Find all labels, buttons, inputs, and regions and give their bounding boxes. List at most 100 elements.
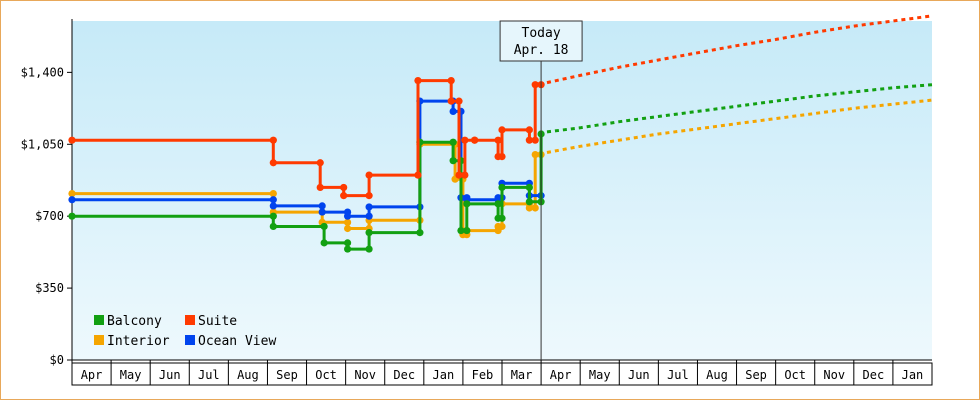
x-tick-label: Feb bbox=[472, 368, 494, 382]
x-tick-label: Jan bbox=[433, 368, 455, 382]
data-point-suite bbox=[531, 81, 539, 89]
data-point-balcony bbox=[498, 183, 506, 192]
data-point-suite bbox=[365, 192, 373, 200]
data-point-suite bbox=[365, 171, 373, 179]
data-point-ocean-view bbox=[269, 202, 277, 210]
today-date: Apr. 18 bbox=[514, 43, 569, 58]
axes: $0 $350 $700 $1,050 $1,400 bbox=[21, 19, 73, 367]
data-point-suite bbox=[471, 136, 479, 144]
data-point-interior bbox=[531, 204, 539, 212]
x-tick-label: Jul bbox=[198, 368, 220, 382]
data-point-suite bbox=[455, 97, 463, 105]
data-point-balcony bbox=[365, 229, 373, 237]
x-tick-label: May bbox=[589, 368, 611, 382]
data-point-balcony bbox=[269, 212, 277, 220]
data-point-ocean-view bbox=[318, 202, 326, 210]
data-point-suite bbox=[461, 136, 469, 144]
data-point-suite bbox=[269, 159, 277, 167]
data-point-suite bbox=[340, 183, 348, 192]
x-tick-label: Jan bbox=[902, 368, 924, 382]
data-point-balcony bbox=[498, 214, 506, 222]
y-tick-label: $350 bbox=[35, 281, 64, 295]
x-tick-label: Aug bbox=[706, 368, 728, 382]
x-tick-label: May bbox=[120, 368, 142, 382]
data-point-suite bbox=[414, 171, 422, 179]
x-tick-label: Sep bbox=[276, 368, 298, 382]
x-tick-label: Jun bbox=[628, 368, 650, 382]
data-point-suite bbox=[447, 76, 455, 85]
data-point-balcony bbox=[463, 226, 471, 235]
x-tick-label: Apr bbox=[81, 368, 103, 382]
data-point-ocean-view bbox=[68, 196, 76, 204]
today-box bbox=[499, 20, 583, 62]
x-axis: Apr May Jun Jul Aug Sep Oct Nov Dec Jan Feb Mar Apr M… bbox=[71, 359, 933, 386]
data-point-suite bbox=[455, 171, 463, 179]
data-point-interior bbox=[343, 218, 352, 226]
data-point-interior bbox=[269, 189, 277, 198]
data-point-interior bbox=[525, 204, 533, 212]
y-tick-label: $700 bbox=[35, 209, 64, 223]
data-point-balcony bbox=[68, 212, 76, 220]
data-point-balcony bbox=[365, 245, 373, 253]
x-tick-label: Oct bbox=[315, 368, 337, 382]
data-point-balcony bbox=[320, 222, 328, 231]
legend-label-interior: Interior bbox=[107, 334, 170, 349]
legend: Balcony Suite Interior Ocean View bbox=[94, 314, 276, 349]
y-tick-label: $1,400 bbox=[21, 65, 64, 79]
data-point-ocean-view bbox=[365, 203, 373, 211]
data-point-balcony bbox=[525, 198, 533, 206]
x-tick-label: Jul bbox=[667, 368, 689, 382]
data-point-balcony bbox=[457, 226, 465, 235]
x-tick-label: Dec bbox=[863, 368, 885, 382]
legend-label-balcony: Balcony bbox=[107, 314, 162, 329]
data-point-suite bbox=[447, 97, 455, 105]
data-point-suite bbox=[461, 171, 469, 179]
today-marker: Today Apr. 18 bbox=[499, 20, 583, 360]
data-point-interior bbox=[498, 222, 506, 231]
series-group bbox=[68, 14, 933, 253]
data-point-suite bbox=[525, 126, 533, 134]
data-point-suite bbox=[340, 192, 348, 200]
data-point-ocean-view bbox=[269, 196, 277, 204]
data-point-ocean-view bbox=[343, 212, 352, 220]
data-point-interior bbox=[68, 189, 76, 198]
x-tick-label: Mar bbox=[511, 368, 533, 382]
data-point-suite bbox=[498, 153, 506, 161]
data-point-balcony bbox=[449, 157, 457, 165]
data-point-suite bbox=[494, 136, 502, 144]
x-tick-label: Apr bbox=[550, 368, 572, 382]
data-point-suite bbox=[498, 126, 506, 134]
data-point-suite bbox=[68, 136, 76, 144]
x-tick-label: Jun bbox=[159, 368, 181, 382]
data-point-ocean-view bbox=[365, 212, 373, 220]
x-tick-label: Dec bbox=[393, 368, 415, 382]
legend-swatch-balcony bbox=[94, 315, 104, 325]
data-point-balcony bbox=[525, 183, 533, 192]
data-point-balcony bbox=[320, 239, 328, 247]
legend-label-ocean-view: Ocean View bbox=[198, 334, 276, 349]
data-point-interior bbox=[343, 224, 352, 233]
data-point-interior bbox=[531, 150, 539, 159]
legend-swatch-suite bbox=[185, 315, 195, 325]
series-line-interior bbox=[72, 142, 542, 237]
data-point-balcony bbox=[343, 239, 352, 247]
x-tick-label: Aug bbox=[237, 368, 259, 382]
data-point-ocean-view bbox=[449, 107, 457, 115]
data-point-balcony bbox=[463, 200, 471, 208]
data-point-ocean-view bbox=[318, 208, 326, 216]
data-point-suite bbox=[316, 183, 324, 192]
today-title: Today bbox=[522, 26, 561, 41]
data-point-balcony bbox=[449, 138, 457, 146]
y-tick-label: $0 bbox=[50, 353, 64, 367]
forecast-line-interior bbox=[546, 98, 933, 154]
data-point-balcony bbox=[416, 229, 424, 237]
data-point-suite bbox=[414, 76, 422, 85]
data-point-balcony bbox=[494, 200, 502, 208]
data-point-balcony bbox=[269, 222, 277, 231]
x-tick-label: Nov bbox=[823, 368, 845, 382]
forecast-line-suite bbox=[546, 14, 933, 85]
x-tick-label: Sep bbox=[745, 368, 767, 382]
y-tick-label: $1,050 bbox=[21, 137, 64, 151]
